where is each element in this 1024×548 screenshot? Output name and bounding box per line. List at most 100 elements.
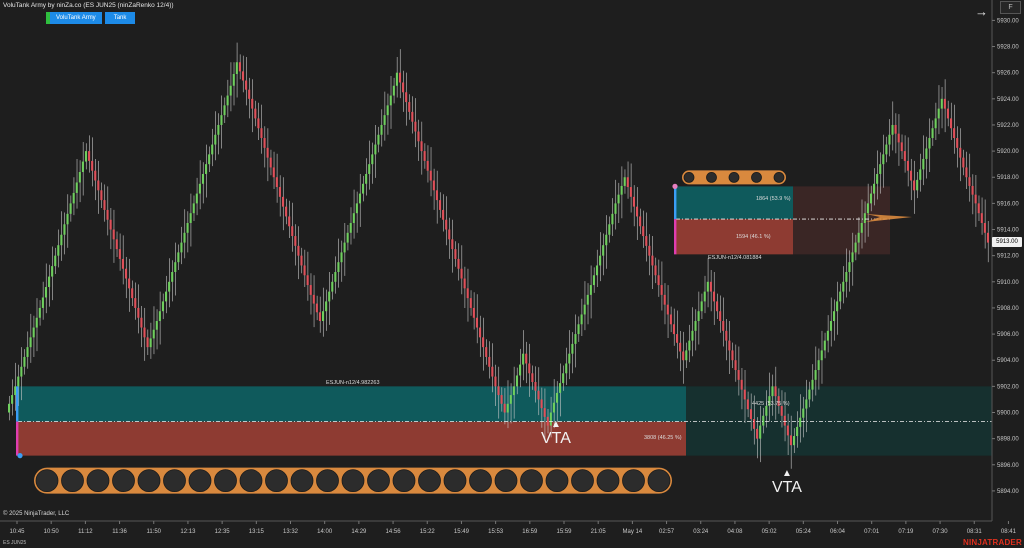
bullish-brick bbox=[334, 271, 337, 282]
bearish-brick bbox=[663, 294, 666, 305]
bearish-brick bbox=[679, 342, 682, 352]
tank-ball bbox=[137, 469, 161, 493]
bearish-brick bbox=[460, 268, 463, 279]
bullish-brick bbox=[189, 213, 192, 223]
bearish-brick bbox=[103, 200, 106, 210]
bullish-brick bbox=[208, 154, 211, 165]
x-tick-label: 07:30 bbox=[933, 529, 949, 535]
x-tick-label: 10:50 bbox=[44, 529, 60, 535]
tank-button[interactable]: Tank bbox=[104, 12, 136, 24]
bullish-brick bbox=[814, 370, 817, 380]
bearish-brick bbox=[272, 167, 275, 178]
bullish-brick bbox=[75, 182, 78, 193]
bullish-brick bbox=[799, 417, 802, 427]
bearish-brick bbox=[752, 419, 756, 429]
bullish-brick bbox=[17, 376, 20, 387]
tank-buy-zone bbox=[18, 386, 686, 422]
bearish-brick bbox=[94, 170, 97, 181]
bearish-brick bbox=[300, 255, 303, 266]
bearish-brick bbox=[146, 337, 149, 348]
bullish-brick bbox=[694, 321, 697, 331]
bullish-brick bbox=[54, 255, 57, 267]
bullish-brick bbox=[509, 395, 512, 404]
bullish-brick bbox=[519, 364, 522, 376]
bullish-brick bbox=[23, 356, 26, 367]
bearish-brick bbox=[88, 151, 91, 161]
bullish-brick bbox=[152, 329, 155, 339]
bearish-brick bbox=[525, 353, 528, 364]
bearish-brick bbox=[728, 340, 731, 351]
x-tick-label: 11:50 bbox=[146, 529, 161, 535]
tank-ball bbox=[163, 469, 186, 493]
maximize-button[interactable]: F bbox=[1000, 1, 1021, 14]
x-tick-label: 14:56 bbox=[386, 529, 402, 535]
x-tick-label: 15:49 bbox=[454, 529, 470, 535]
bullish-brick bbox=[171, 271, 174, 282]
bearish-brick bbox=[457, 258, 460, 269]
bearish-brick bbox=[288, 216, 291, 227]
bullish-brick bbox=[155, 321, 158, 330]
price-axis: 5894.00 5896.00 5898.00 5900.00 5902.00 5904.… bbox=[0, 0, 1019, 535]
bearish-brick bbox=[968, 177, 971, 186]
bullish-brick bbox=[365, 173, 368, 184]
tank-edge-buy bbox=[16, 386, 19, 422]
bullish-brick bbox=[183, 232, 186, 243]
bullish-brick bbox=[48, 276, 51, 288]
tank-ball bbox=[418, 469, 441, 493]
x-tick-label: 03:24 bbox=[693, 529, 709, 535]
bullish-brick bbox=[168, 281, 171, 292]
tank-ball bbox=[35, 469, 59, 493]
bearish-brick bbox=[722, 321, 725, 331]
y-tick-label: 5928.00 bbox=[997, 45, 1019, 51]
bearish-brick bbox=[257, 118, 260, 129]
bearish-brick bbox=[309, 285, 312, 295]
bullish-brick bbox=[833, 311, 836, 322]
bullish-brick bbox=[823, 340, 826, 351]
bullish-brick bbox=[771, 386, 774, 397]
bullish-brick bbox=[549, 412, 552, 426]
renko-bricks bbox=[8, 42, 990, 469]
tank-ball bbox=[239, 469, 263, 493]
bearish-brick bbox=[642, 226, 645, 237]
volutank-army-button[interactable]: VoluTank Army bbox=[50, 12, 102, 24]
y-tick-label: 5914.00 bbox=[997, 228, 1019, 234]
vta-label: VTA bbox=[772, 479, 802, 496]
bullish-brick bbox=[177, 252, 180, 263]
bearish-brick bbox=[682, 351, 685, 361]
tank-buy-zone bbox=[676, 186, 793, 220]
bullish-brick bbox=[888, 134, 891, 145]
toolbar-handle[interactable] bbox=[46, 12, 50, 24]
tank-ball bbox=[571, 469, 594, 493]
bullish-brick bbox=[220, 115, 223, 125]
bullish-brick bbox=[232, 73, 235, 86]
tank-ball bbox=[112, 469, 135, 493]
x-tick-label: 12:35 bbox=[215, 529, 231, 535]
y-tick-label: 5926.00 bbox=[997, 71, 1019, 77]
bullish-brick bbox=[762, 415, 765, 426]
bullish-brick bbox=[60, 234, 63, 246]
bullish-brick bbox=[577, 324, 580, 335]
bullish-brick bbox=[358, 193, 362, 204]
bullish-brick bbox=[201, 173, 205, 184]
bullish-brick bbox=[592, 275, 595, 286]
x-tick-label: 05:02 bbox=[762, 529, 778, 535]
bearish-brick bbox=[291, 226, 294, 237]
bearish-brick bbox=[780, 405, 783, 416]
bearish-brick bbox=[402, 82, 405, 93]
bullish-brick bbox=[860, 222, 863, 233]
bullish-brick bbox=[352, 213, 355, 223]
bearish-brick bbox=[134, 298, 137, 308]
bullish-brick bbox=[583, 304, 586, 315]
indicator-toolbar: VoluTank Army Tank bbox=[46, 12, 138, 24]
arrow-right-icon[interactable]: → bbox=[975, 4, 988, 19]
bullish-brick bbox=[568, 353, 571, 364]
bearish-brick bbox=[900, 142, 903, 152]
bullish-brick bbox=[374, 144, 377, 155]
bullish-brick bbox=[522, 353, 525, 365]
bearish-brick bbox=[743, 389, 746, 400]
bearish-brick bbox=[543, 408, 546, 417]
bearish-brick bbox=[648, 245, 651, 256]
bearish-brick bbox=[269, 157, 272, 168]
bullish-brick bbox=[340, 252, 343, 263]
